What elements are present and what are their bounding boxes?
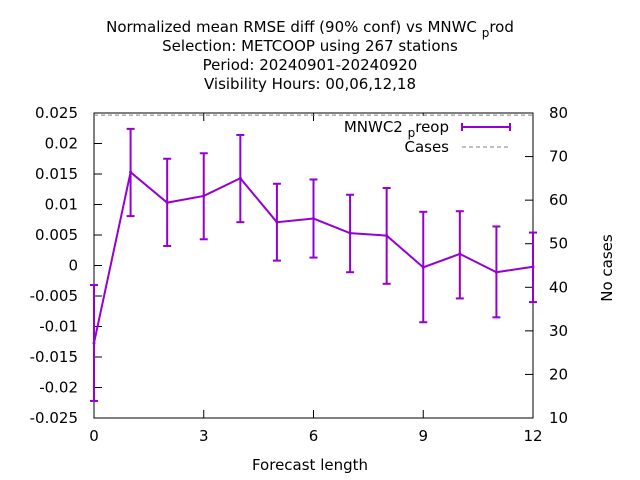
data-point [312, 217, 315, 221]
ticks: -0.025 -0.02 -0.015 -0.01 -0.005 0 0.005 0.01 0.… [30, 104, 568, 445]
y-tick-label: 0.015 [35, 165, 78, 183]
data-point [165, 201, 169, 205]
y-tick-label: 0 [68, 257, 78, 275]
series [90, 114, 537, 402]
y-tick-label: -0.005 [30, 287, 78, 305]
y-tick-label: 0.02 [45, 135, 78, 153]
data-point [494, 270, 498, 274]
data-point [421, 265, 425, 269]
y2-tick-label: 70 [549, 148, 568, 166]
y2-tick-label: 50 [549, 235, 568, 253]
y-tick-label: 0.005 [35, 226, 78, 244]
y-tick-label: -0.015 [30, 348, 78, 366]
data-point [458, 252, 462, 256]
title-line: Period: 20240901-20240920 [203, 56, 418, 74]
y2-tick-label: 30 [549, 322, 568, 340]
data-point [238, 176, 242, 180]
y2-tick-label: 60 [549, 191, 568, 209]
axes [93, 112, 534, 419]
y2-axis-label: No cases [598, 234, 616, 302]
legend-background [340, 116, 530, 154]
x-tick-label: 12 [523, 427, 542, 445]
x-tick-label: 9 [418, 427, 428, 445]
title-line: Selection: METCOOP using 267 stations [162, 37, 458, 55]
x-axis-label: Forecast length [252, 456, 368, 474]
plot-frame [93, 112, 534, 419]
x-tick-label: 0 [89, 427, 99, 445]
x-tick-label: 3 [199, 427, 209, 445]
data-point [275, 220, 279, 224]
data-point [202, 194, 206, 198]
y2-tick-label: 10 [549, 409, 568, 427]
legend-key-mnwc2 [461, 123, 511, 131]
y2-tick-label: 80 [549, 104, 568, 122]
title-line: Normalized mean RMSE diff (90% conf) vs … [106, 18, 514, 40]
data-point [92, 341, 96, 345]
title-line: Visibility Hours: 00,06,12,18 [204, 75, 416, 93]
y2-tick-label: 40 [549, 278, 568, 296]
y-tick-label: -0.025 [30, 409, 78, 427]
chart-title: Normalized mean RMSE diff (90% conf) vs … [106, 18, 514, 93]
data-point [531, 265, 535, 269]
y-tick-label: 0.01 [45, 196, 78, 214]
y-tick-label: -0.01 [39, 318, 78, 336]
x-tick-label: 6 [309, 427, 319, 445]
legend-label-cases: Cases [404, 138, 449, 156]
data-point [385, 234, 389, 238]
legend-label-mnwc2: MNWC2 preop [344, 118, 449, 140]
y-tick-label: 0.025 [35, 104, 78, 122]
y2-tick-label: 20 [549, 365, 568, 383]
data-point [129, 170, 133, 174]
y-tick-label: -0.02 [39, 379, 78, 397]
data-point [348, 231, 352, 235]
